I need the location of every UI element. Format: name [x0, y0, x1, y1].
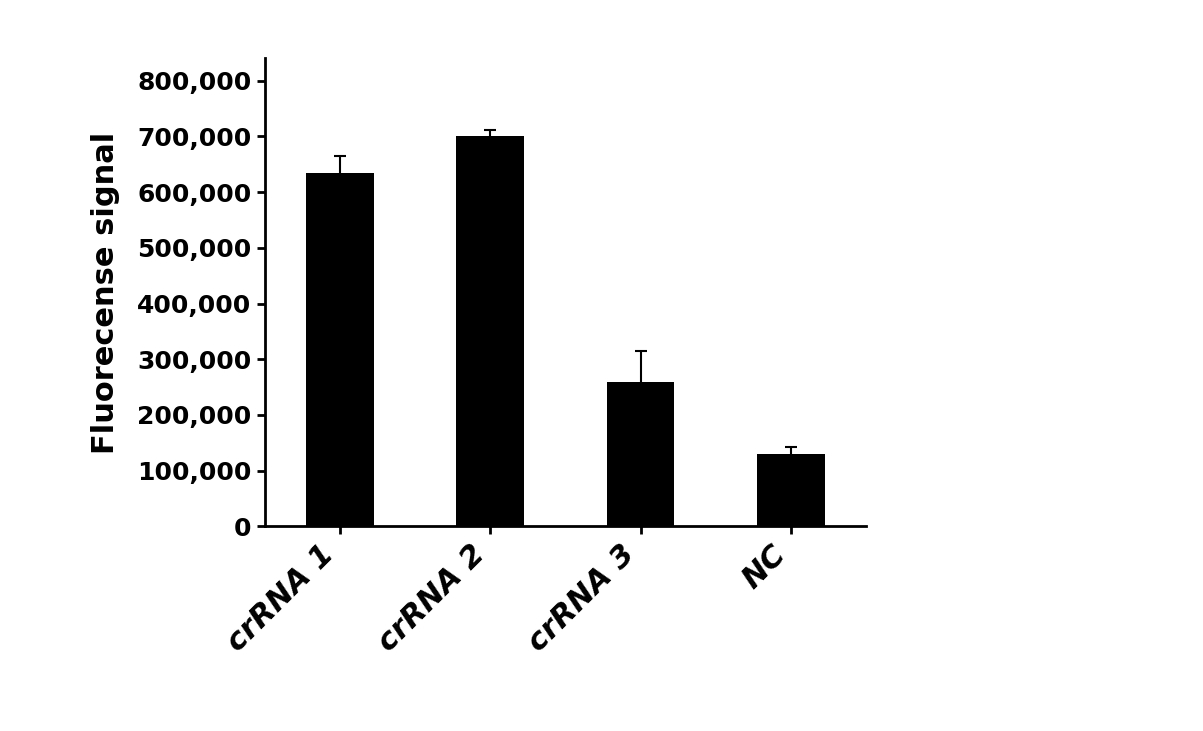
Y-axis label: Fluorecense signal: Fluorecense signal — [91, 132, 120, 453]
Bar — [456, 137, 525, 526]
Bar — [306, 173, 374, 526]
Bar — [757, 454, 825, 526]
Bar — [606, 382, 675, 526]
